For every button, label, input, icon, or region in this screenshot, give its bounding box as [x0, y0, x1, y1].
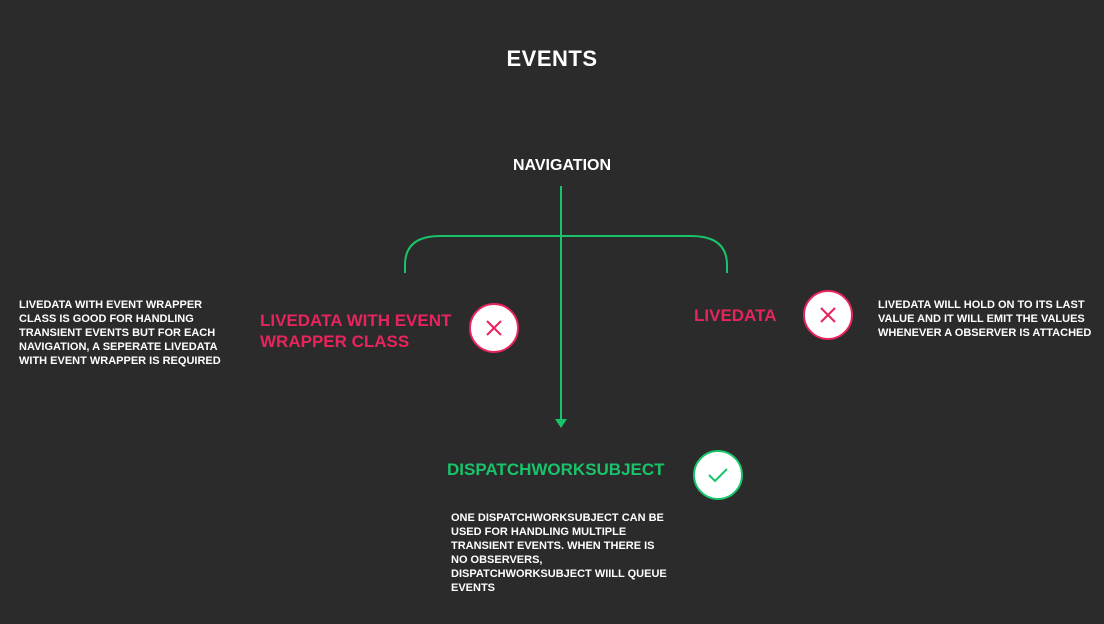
note-line: WITH EVENT WRAPPER IS REQUIRED [19, 355, 221, 367]
option-label-line: LIVEDATA WITH EVENT [260, 311, 452, 330]
x-icon [486, 320, 502, 336]
check-icon [708, 468, 728, 483]
note-line: NO OBSERVERS, [451, 554, 543, 566]
note-line: WHENEVER A OBSERVER IS ATTACHED [878, 327, 1092, 339]
page-title: EVENTS [506, 46, 598, 71]
note-line: NAVIGATION, A SEPERATE LIVEDATA [19, 341, 218, 353]
note-line: CLASS IS GOOD FOR HANDLING [19, 313, 194, 325]
note-line: LIVEDATA WILL HOLD ON TO ITS LAST [878, 299, 1085, 311]
livedata-note: LIVEDATA WILL HOLD ON TO ITS LAST VALUE … [878, 298, 1102, 340]
livedata-option: LIVEDATA [694, 306, 777, 325]
dispatchworksubject-note: ONE DISPATCHWORKSUBJECT CAN BE USED FOR … [451, 511, 681, 595]
livedata-verdict [803, 290, 853, 340]
bracket-connector [404, 235, 728, 273]
dispatchworksubject-option: DISPATCHWORKSUBJECT [447, 460, 665, 479]
x-icon [820, 307, 836, 323]
note-line: VALUE AND IT WILL EMIT THE VALUES [878, 313, 1085, 325]
note-line: TRANSIENT EVENTS BUT FOR EACH [19, 327, 216, 339]
note-line: EVENTS [451, 582, 496, 594]
livedata-event-wrapper-verdict [469, 303, 519, 353]
arrow-head [555, 419, 567, 428]
option-label-line: WRAPPER CLASS [260, 332, 410, 351]
note-line: USED FOR HANDLING MULTIPLE [451, 526, 627, 538]
note-line: DISPATCHWORKSUBJECT WIILL QUEUE [451, 568, 667, 580]
navigation-root-label: NAVIGATION [512, 157, 612, 174]
dispatchworksubject-verdict [693, 450, 743, 500]
livedata-event-wrapper-note: LIVEDATA WITH EVENT WRAPPER CLASS IS GOO… [19, 298, 249, 368]
note-line: TRANSIENT EVENTS. WHEN THERE IS [451, 540, 655, 552]
note-line: ONE DISPATCHWORKSUBJECT CAN BE [451, 512, 664, 524]
note-line: LIVEDATA WITH EVENT WRAPPER [19, 299, 203, 311]
livedata-event-wrapper-option: LIVEDATA WITH EVENT WRAPPER CLASS [260, 310, 465, 352]
